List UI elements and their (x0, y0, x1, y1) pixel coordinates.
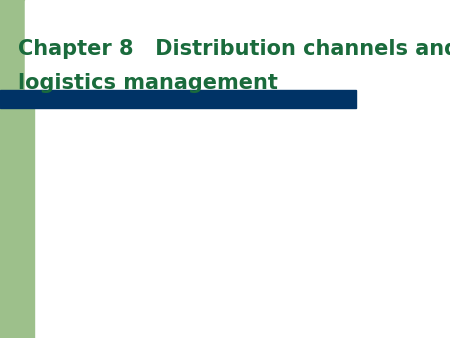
Bar (0, 0, 171, 95)
Bar (0, 0, 34, 338)
Text: Chapter 8   Distribution channels and: Chapter 8 Distribution channels and (18, 39, 450, 59)
Text: logistics management: logistics management (18, 73, 278, 93)
Bar (0, 90, 356, 108)
FancyBboxPatch shape (25, 0, 450, 105)
